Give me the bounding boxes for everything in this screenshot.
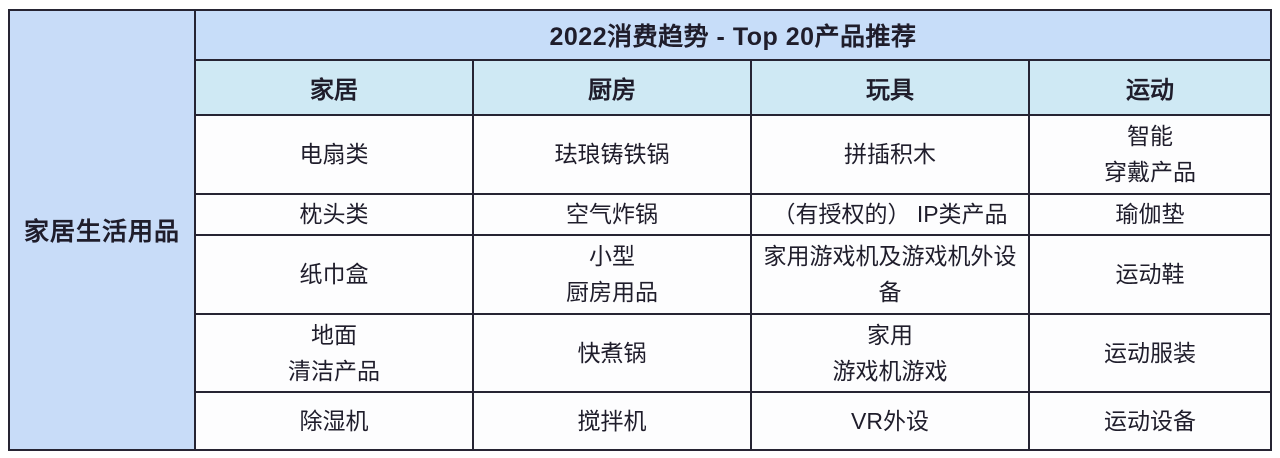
product-cell: 快煮锅 [472,312,752,394]
product-cell: 智能 穿戴产品 [1027,114,1273,195]
column-header-home: 家居 [194,59,474,116]
table-row: 枕头类 空气炸锅 （有授权的） IP类产品 瑜伽垫 [194,192,1273,236]
table-row: 除湿机 搅拌机 VR外设 运动设备 [194,391,1273,451]
column-header-sports: 运动 [1027,59,1273,116]
product-cell: 电扇类 [194,114,474,195]
product-recommendation-table: 2022消费趋势 - Top 20产品推荐 家居 厨房 玩具 运动 电扇类 珐琅… [193,9,1273,451]
product-cell: 家用 游戏机游戏 [750,312,1030,394]
product-cell: 小型 厨房用品 [472,233,752,315]
table-row: 电扇类 珐琅铸铁锅 拼插积木 智能 穿戴产品 [194,114,1273,195]
product-cell: 地面 清洁产品 [194,312,474,394]
product-cell: 运动鞋 [1027,233,1273,315]
product-cell: 除湿机 [194,391,474,451]
product-cell: 搅拌机 [472,391,752,451]
table-title: 2022消费趋势 - Top 20产品推荐 [193,9,1273,61]
table-header-row: 家居 厨房 玩具 运动 [194,59,1273,116]
product-cell: 家用游戏机及游戏机外设备 [750,233,1030,315]
product-cell: VR外设 [750,391,1030,451]
product-cell: 运动服装 [1027,312,1273,394]
product-cell: 珐琅铸铁锅 [472,114,752,195]
product-cell: （有授权的） IP类产品 [750,192,1030,236]
product-cell: 纸巾盒 [194,233,474,315]
product-cell: 枕头类 [194,192,474,236]
product-cell: 瑜伽垫 [1027,192,1273,236]
product-cell: 运动设备 [1027,391,1273,451]
table-row: 地面 清洁产品 快煮锅 家用 游戏机游戏 运动服装 [194,312,1273,394]
column-header-kitchen: 厨房 [472,59,752,116]
product-cell: 空气炸锅 [472,192,752,236]
column-header-toys: 玩具 [750,59,1030,116]
table-title-row: 2022消费趋势 - Top 20产品推荐 [193,9,1273,61]
category-sidebar-label: 家居生活用品 [23,218,180,246]
category-sidebar: 家居生活用品 [8,9,196,451]
product-cell: 拼插积木 [750,114,1030,195]
table-row: 纸巾盒 小型 厨房用品 家用游戏机及游戏机外设备 运动鞋 [194,233,1273,315]
